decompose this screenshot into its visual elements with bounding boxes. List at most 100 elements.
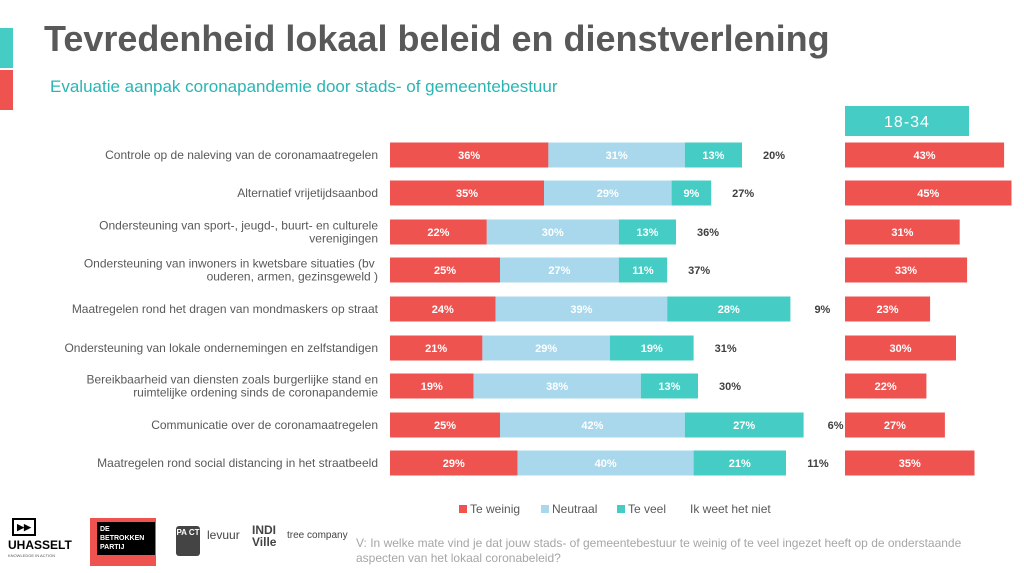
uhasselt-logo: ▶▶ UHASSELT KNOWLEDGE IN ACTION [8, 516, 72, 562]
side-data-label: 31% [891, 227, 913, 239]
side-bar-te-weinig [845, 296, 931, 322]
side-data-label: 45% [917, 188, 939, 200]
bar-te-veel [693, 450, 786, 476]
side-bar-te-weinig [845, 450, 975, 476]
data-label-te-weinig: 35% [456, 188, 478, 200]
data-label-ik-weet-het-niet: 30% [719, 381, 741, 393]
data-label-neutraal: 30% [542, 227, 564, 239]
bar-neutraal [500, 257, 619, 283]
bar-te-veel [667, 296, 791, 322]
legend-label: Te veel [628, 502, 666, 516]
data-label-te-veel: 21% [729, 458, 751, 470]
data-label-te-weinig: 21% [425, 343, 447, 355]
bar-te-weinig [390, 335, 483, 361]
bar-neutraal [486, 219, 619, 245]
side-data-label: 22% [875, 381, 897, 393]
bar-te-veel [684, 142, 742, 168]
bar-neutraal [473, 373, 641, 399]
bar-te-weinig [390, 450, 518, 476]
bar-te-veel [618, 257, 668, 283]
betrokken-partij-logo: DE BETROKKEN PARTIJ [90, 518, 156, 566]
accent-bar-teal [0, 28, 13, 68]
bar-te-weinig [390, 180, 544, 206]
data-label-neutraal: 42% [581, 420, 603, 432]
side-data-label: 33% [895, 265, 917, 277]
data-label-te-weinig: 22% [427, 227, 449, 239]
bar-te-veel [640, 373, 698, 399]
data-label-ik-weet-het-niet: 37% [688, 265, 710, 277]
legend-label: Neutraal [552, 502, 597, 516]
side-data-label: 27% [884, 420, 906, 432]
bar-te-veel [610, 335, 694, 361]
data-label-te-veel: 9% [683, 188, 699, 200]
data-label-ik-weet-het-niet: 31% [715, 343, 737, 355]
data-label-te-veel: 13% [636, 227, 658, 239]
data-label-te-veel: 27% [733, 420, 755, 432]
data-label-te-veel: 13% [702, 150, 724, 162]
category-label: Communicatie over de coronamaatregelen [151, 418, 378, 432]
bar-te-weinig [390, 142, 549, 168]
data-label-neutraal: 29% [535, 343, 557, 355]
side-bar-te-weinig [845, 412, 945, 438]
side-bar-te-weinig [845, 180, 1012, 206]
side-data-label: 23% [877, 304, 899, 316]
side-bar-te-weinig [845, 335, 956, 361]
bar-te-veel [684, 412, 804, 438]
category-label: Alternatief vrijetijdsaanbod [237, 186, 378, 200]
data-label-ik-weet-het-niet: 36% [697, 227, 719, 239]
bar-neutraal [500, 412, 685, 438]
category-label: Ondersteuning van inwoners in kwetsbare … [84, 257, 378, 284]
page-title: Tevredenheid lokaal beleid en dienstverl… [44, 18, 830, 59]
category-label: Maatregelen rond het dragen van mondmask… [72, 302, 379, 316]
data-label-ik-weet-het-niet: 11% [807, 458, 829, 470]
levuur-logo: levuur [207, 528, 240, 542]
data-label-ik-weet-het-niet: 6% [828, 420, 844, 432]
category-label: Bereikbaarheid van diensten zoals burger… [86, 373, 378, 400]
data-label-ik-weet-het-niet: 9% [814, 304, 830, 316]
survey-question: V: In welke mate vind je dat jouw stads-… [356, 536, 962, 565]
side-data-label: 43% [914, 150, 936, 162]
page-subtitle: Evaluatie aanpak coronapandemie door sta… [50, 77, 558, 96]
bar-neutraal [544, 180, 672, 206]
data-label-neutraal: 40% [595, 458, 617, 470]
legend-label: Ik weet het niet [690, 502, 771, 516]
data-label-neutraal: 29% [597, 188, 619, 200]
data-label-ik-weet-het-niet: 27% [732, 188, 754, 200]
side-bar-te-weinig [845, 142, 1005, 168]
data-label-te-weinig: 19% [421, 381, 443, 393]
category-label: Controle op de naleving van de coronamaa… [105, 148, 378, 162]
bar-te-weinig [390, 219, 487, 245]
data-label-te-veel: 11% [632, 265, 654, 277]
bar-te-veel [618, 219, 676, 245]
bar-te-veel [671, 180, 712, 206]
data-label-neutraal: 27% [548, 265, 570, 277]
data-label-te-veel: 13% [658, 381, 680, 393]
accent-bar-red [0, 70, 13, 110]
legend-swatch [541, 505, 549, 513]
data-label-te-weinig: 29% [443, 458, 465, 470]
pact-logo: PA CT [176, 526, 200, 556]
side-bar-te-weinig [845, 219, 960, 245]
side-bar-te-weinig [845, 373, 927, 399]
data-label-neutraal: 38% [546, 381, 568, 393]
category-label: Ondersteuning van lokale ondernemingen e… [64, 341, 378, 355]
bar-te-weinig [390, 412, 500, 438]
panel-header-label: 18-34 [884, 114, 930, 131]
legend-swatch [617, 505, 625, 513]
data-label-te-weinig: 24% [432, 304, 454, 316]
bar-neutraal [548, 142, 685, 168]
category-label: Ondersteuning van sport-, jeugd-, buurt-… [99, 219, 378, 246]
bar-neutraal [482, 335, 610, 361]
bar-neutraal [517, 450, 694, 476]
side-data-label: 30% [889, 343, 911, 355]
legend-label: Te weinig [470, 502, 520, 516]
bar-te-weinig [390, 373, 474, 399]
indiville-logo: INDI Ville [252, 523, 277, 549]
data-label-te-weinig: 25% [434, 420, 456, 432]
data-label-neutraal: 31% [606, 150, 628, 162]
category-label: Maatregelen rond social distancing in he… [97, 456, 378, 470]
bar-te-weinig [390, 257, 500, 283]
data-label-te-veel: 28% [718, 304, 740, 316]
data-label-te-weinig: 36% [458, 150, 480, 162]
